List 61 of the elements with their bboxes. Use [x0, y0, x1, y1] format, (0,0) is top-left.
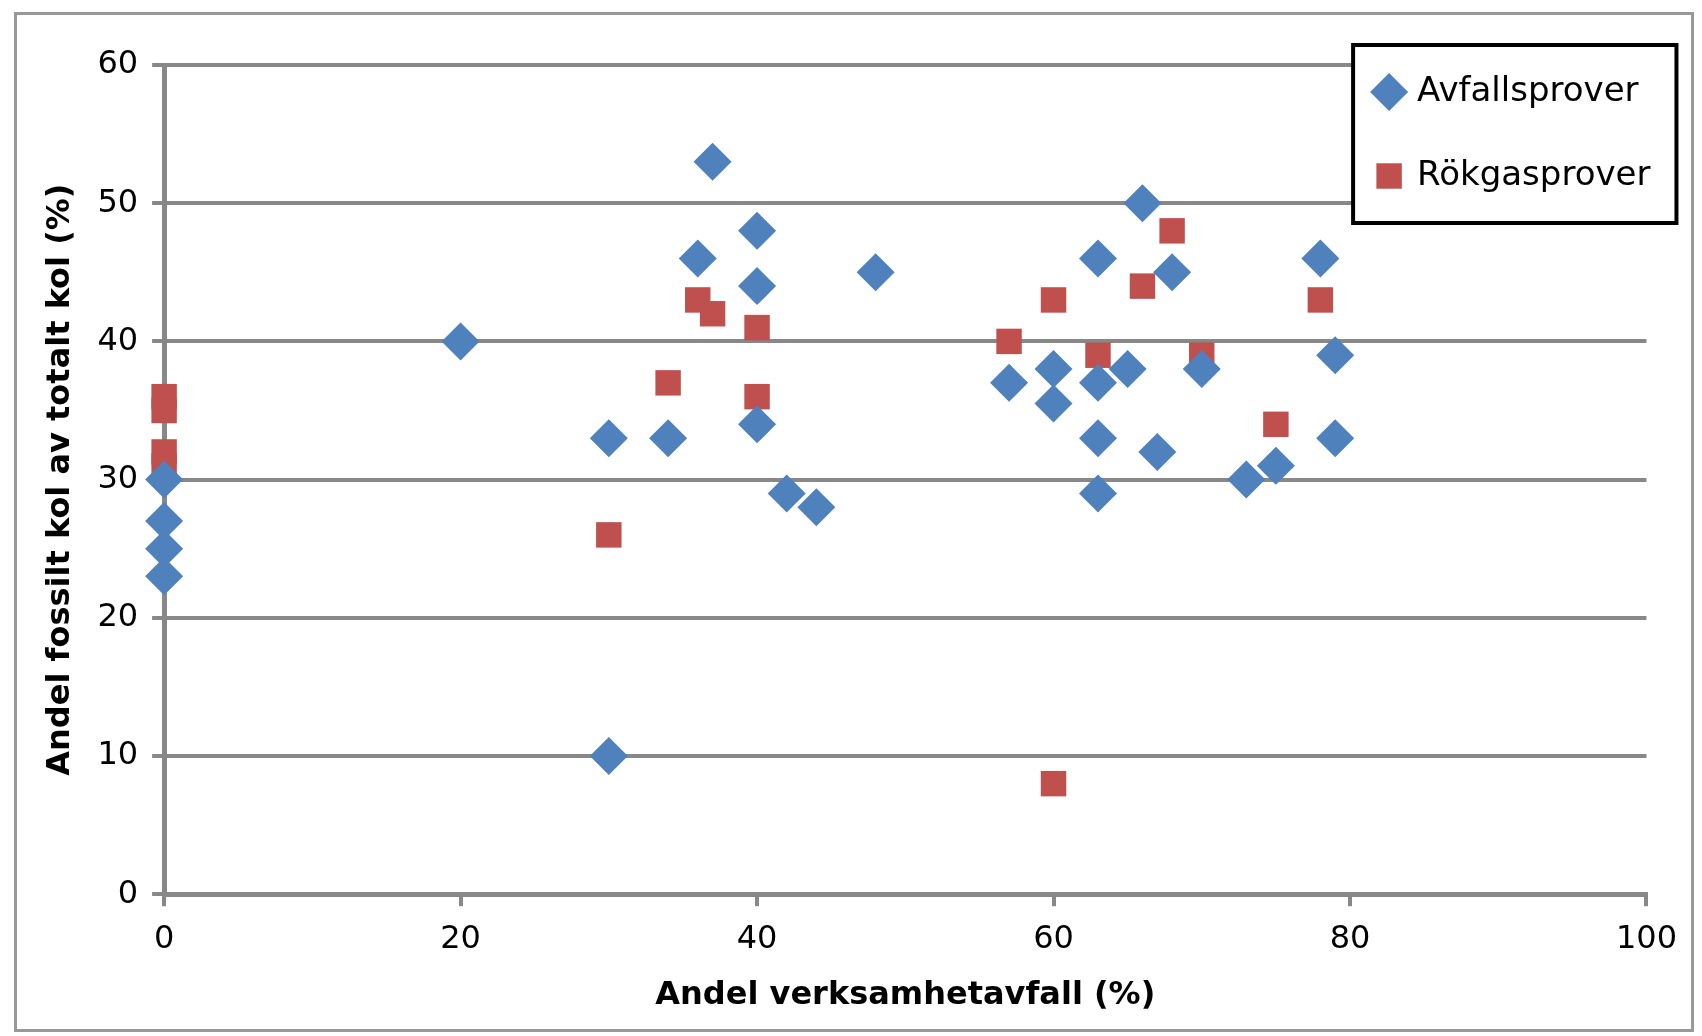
y-tick-label: 50	[97, 181, 139, 220]
y-tick-label: 0	[117, 872, 139, 911]
point	[145, 460, 184, 499]
point	[856, 253, 895, 292]
point	[1182, 350, 1221, 389]
legend-label: Rökgasprover	[1417, 152, 1651, 193]
point	[693, 142, 732, 181]
y-tick-label: 30	[97, 457, 139, 496]
y-axis-title: Andel fossilt kol av totalt kol (%)	[38, 183, 77, 776]
point	[151, 397, 177, 424]
point	[1123, 184, 1162, 223]
point	[738, 405, 777, 444]
point	[589, 419, 628, 458]
point	[990, 363, 1029, 402]
point	[1085, 342, 1111, 368]
point	[441, 322, 480, 361]
point	[649, 419, 688, 458]
point	[1159, 218, 1185, 244]
point	[744, 314, 770, 341]
legend-label: Avfallsprover	[1417, 68, 1639, 109]
point	[1316, 419, 1355, 458]
point	[1034, 384, 1073, 423]
point	[1316, 336, 1355, 375]
x-tick-label: 0	[153, 917, 175, 956]
point	[1138, 432, 1177, 471]
point	[1078, 419, 1117, 458]
point	[1108, 350, 1147, 389]
point	[767, 474, 806, 513]
point	[1307, 287, 1334, 313]
point	[1034, 350, 1073, 389]
point	[1153, 253, 1192, 292]
point	[1078, 474, 1117, 513]
x-axis-title: Andel verksamhetavfall (%)	[655, 974, 1156, 1013]
point	[996, 328, 1022, 355]
x-tick-label: 100	[1615, 917, 1677, 956]
point	[655, 370, 681, 396]
point	[1263, 411, 1289, 438]
point	[738, 267, 777, 306]
point	[1301, 239, 1340, 278]
x-tick-label: 40	[736, 917, 778, 956]
point	[596, 522, 622, 548]
point	[1078, 363, 1117, 402]
point	[1129, 273, 1156, 299]
point	[1227, 460, 1266, 499]
point	[678, 239, 717, 278]
point	[738, 211, 777, 250]
x-tick-label: 80	[1329, 917, 1371, 956]
point	[744, 383, 770, 410]
y-tick-label: 10	[97, 734, 139, 773]
point	[1078, 239, 1117, 278]
point	[1256, 446, 1295, 485]
y-tick-label: 20	[97, 596, 139, 635]
y-tick-label: 40	[97, 319, 139, 358]
point	[589, 737, 628, 775]
point	[699, 301, 726, 327]
x-tick-label: 60	[1033, 917, 1074, 956]
y-tick-label: 60	[97, 43, 139, 82]
x-tick-label: 20	[440, 917, 481, 956]
point	[797, 488, 836, 527]
point	[1040, 770, 1067, 797]
point	[1040, 287, 1067, 313]
